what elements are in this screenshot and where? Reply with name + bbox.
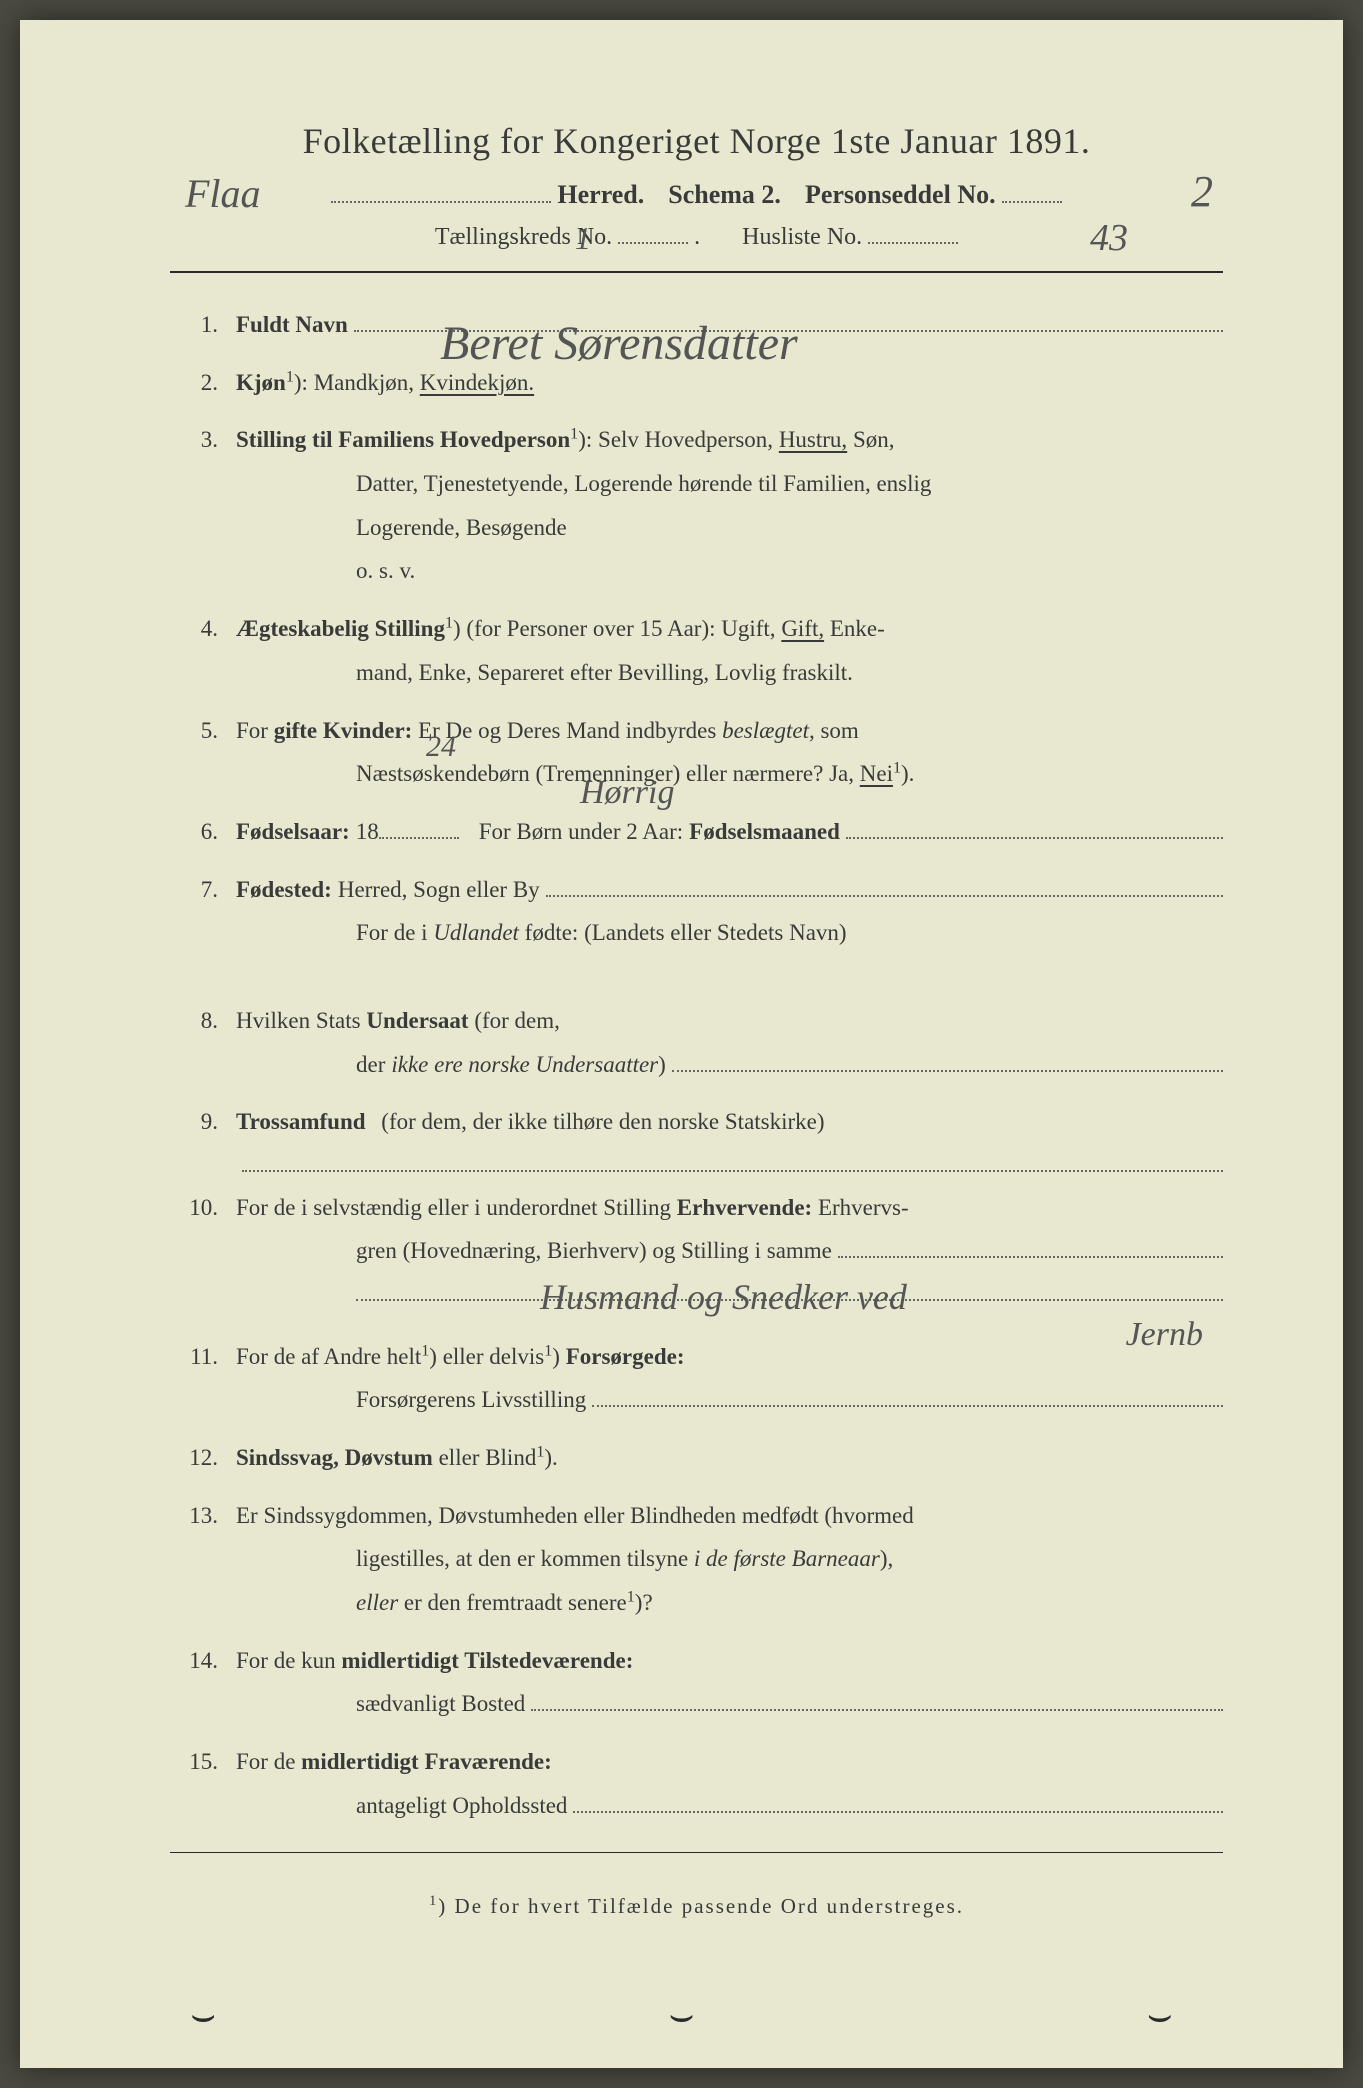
herred-field	[331, 201, 551, 203]
q2-label: Kjøn	[236, 370, 286, 395]
q4-num: 4.	[180, 607, 236, 651]
q11-num: 11.	[180, 1335, 236, 1379]
q1-num: 1.	[180, 303, 236, 347]
q1-label: Fuldt Navn	[236, 303, 348, 347]
q9-label: Trossamfund	[236, 1109, 366, 1134]
q10-label: Erhvervende:	[677, 1195, 812, 1220]
schema-label: Schema 2.	[668, 180, 781, 210]
q11-value1: Husmand og Snedker ved	[540, 1276, 907, 1318]
q2-num: 2.	[180, 361, 236, 405]
q6-label: Fødselsaar:	[236, 810, 350, 854]
q13-row: 13. Er Sindssygdommen, Døvstumheden elle…	[180, 1494, 1223, 1625]
q11-label: Forsørgede:	[566, 1344, 685, 1369]
husliste-label: Husliste No.	[742, 224, 862, 251]
personseddel-field	[1002, 201, 1062, 203]
q2-opt2: Kvindekjøn.	[420, 370, 534, 395]
q14-num: 14.	[180, 1639, 236, 1683]
q11-field	[592, 1380, 1223, 1408]
q7-value: Hørrig	[580, 774, 674, 812]
q8-row: 8. Hvilken Stats Undersaat (for dem, der…	[180, 999, 1223, 1086]
binding-mark-right: ⌣	[1147, 1991, 1173, 2038]
herred-label: Herred.	[557, 180, 644, 210]
personseddel-value: 2	[1191, 166, 1213, 217]
q15-num: 15.	[180, 1740, 236, 1784]
q2-opt1: Mandkjøn,	[314, 370, 414, 395]
q15-field	[573, 1785, 1223, 1813]
divider-top	[170, 271, 1223, 273]
q7-field	[546, 869, 1223, 897]
q10-num: 10.	[180, 1186, 236, 1230]
q6-row: 6. Fødselsaar: 18 For Børn under 2 Aar: …	[180, 810, 1223, 854]
q6-value: 24	[426, 730, 456, 764]
q14-label: midlertidigt Tilstedeværende:	[341, 1648, 633, 1673]
q9-num: 9.	[180, 1100, 236, 1144]
q12-row: 12. Sindssvag, Døvstum eller Blind1).	[180, 1436, 1223, 1480]
q7-label: Fødested:	[236, 868, 332, 912]
q9-field	[242, 1144, 1223, 1172]
header-line-3: Tællingskreds No. . Husliste No.	[170, 224, 1223, 251]
q5-num: 5.	[180, 709, 236, 753]
q3-num: 3.	[180, 418, 236, 462]
q3-hustru: Hustru,	[779, 427, 847, 452]
q10-field1	[838, 1231, 1223, 1259]
census-form-page: Folketælling for Kongeriget Norge 1ste J…	[20, 20, 1343, 2068]
herred-value: Flaa	[185, 170, 261, 217]
q8-label: Undersaat	[366, 1008, 468, 1033]
q8-num: 8.	[180, 999, 236, 1043]
q11-value2: Jernb	[1126, 1316, 1203, 1354]
divider-bottom	[170, 1852, 1223, 1853]
q3-label: Stilling til Familiens Hovedperson	[236, 427, 570, 452]
personseddel-label: Personseddel No.	[805, 180, 996, 210]
form-body: 1. Fuldt Navn Beret Sørensdatter 2. Kjøn…	[170, 303, 1223, 1827]
q5-label: gifte Kvinder:	[274, 718, 413, 743]
q11-row: 11. For de af Andre helt1) eller delvis1…	[180, 1335, 1223, 1422]
husliste-field	[868, 242, 958, 244]
q9-row: 9. Trossamfund (for dem, der ikke tilhør…	[180, 1100, 1223, 1171]
q6-month-field	[846, 811, 1223, 839]
q7-row: 7. Fødested: Herred, Sogn eller By For d…	[180, 868, 1223, 955]
q7-num: 7.	[180, 868, 236, 912]
q15-label: midlertidigt Fraværende:	[301, 1749, 552, 1774]
q5-row: 5. For gifte Kvinder: Er De og Deres Man…	[180, 709, 1223, 796]
q1-value: Beret Sørensdatter	[440, 316, 798, 371]
binding-mark-left: ⌣	[190, 1991, 216, 2038]
q5-nei: Nei	[860, 761, 893, 786]
q4-row: 4. Ægteskabelig Stilling1) (for Personer…	[180, 607, 1223, 694]
q13-num: 13.	[180, 1494, 236, 1538]
q12-label: Sindssvag, Døvstum	[236, 1445, 433, 1470]
header-line-2: Herred. Schema 2. Personseddel No.	[170, 180, 1223, 210]
q12-num: 12.	[180, 1436, 236, 1480]
form-header: Folketælling for Kongeriget Norge 1ste J…	[170, 120, 1223, 251]
q4-label: Ægteskabelig Stilling	[236, 616, 445, 641]
q8-field	[672, 1044, 1223, 1072]
q6-num: 6.	[180, 810, 236, 854]
q15-row: 15. For de midlertidigt Fraværende: anta…	[180, 1740, 1223, 1827]
kreds-value: 1	[575, 220, 591, 257]
kreds-field	[618, 242, 688, 244]
q14-field	[531, 1684, 1223, 1712]
q14-row: 14. For de kun midlertidigt Tilstedevære…	[180, 1639, 1223, 1726]
binding-mark-center: ⌣	[668, 1991, 694, 2038]
footnote: 1) De for hvert Tilfælde passende Ord un…	[170, 1893, 1223, 1919]
main-title: Folketælling for Kongeriget Norge 1ste J…	[170, 120, 1223, 162]
q6-year-field	[379, 837, 459, 839]
q3-row: 3. Stilling til Familiens Hovedperson1):…	[180, 418, 1223, 593]
husliste-value: 43	[1090, 216, 1128, 260]
q4-gift: Gift,	[781, 616, 824, 641]
